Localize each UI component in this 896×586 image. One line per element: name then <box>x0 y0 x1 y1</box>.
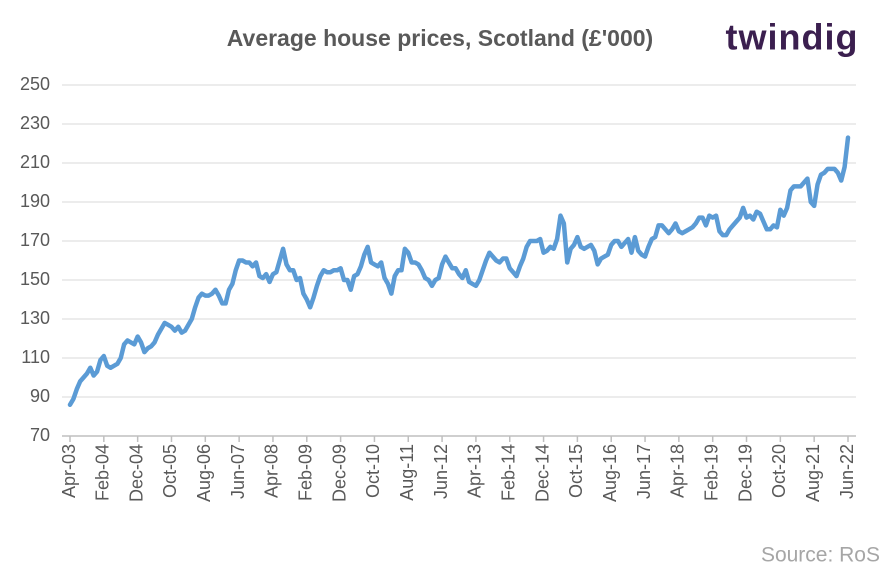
data-line <box>67 135 851 408</box>
source-note: Source: RoS <box>761 544 880 567</box>
y-tick-label: 130 <box>20 308 50 328</box>
x-tick-label: Dec-09 <box>329 444 349 502</box>
x-tick-label: Feb-14 <box>498 444 518 501</box>
y-tick-label: 210 <box>20 152 50 172</box>
x-tick-label: Feb-19 <box>701 444 721 501</box>
x-tick-label: Oct-05 <box>160 444 180 498</box>
x-tick-label: Oct-20 <box>769 444 789 498</box>
x-tick-label: Feb-04 <box>93 444 113 501</box>
x-tick-label: Jun-12 <box>431 444 451 499</box>
x-tick-label: Dec-19 <box>735 444 755 502</box>
y-tick-label: 150 <box>20 269 50 289</box>
y-tick-label: 250 <box>20 74 50 94</box>
x-tick-label: Apr-08 <box>262 444 282 498</box>
y-tick-label: 110 <box>21 347 50 367</box>
x-tick-label: Aug-16 <box>600 444 620 502</box>
x-tick-label: Oct-10 <box>363 444 383 498</box>
x-tick-label: Dec-04 <box>126 444 146 502</box>
x-tick-label: Jun-07 <box>228 444 248 499</box>
x-tick-label: Jun-22 <box>837 444 857 499</box>
y-tick-label: 170 <box>20 230 50 250</box>
x-tick-label: Apr-03 <box>59 444 79 498</box>
x-tick-label: Aug-06 <box>194 444 214 502</box>
logo: twindig <box>726 17 859 58</box>
y-tick-label: 230 <box>20 113 50 133</box>
x-tick-label: Oct-15 <box>566 444 586 498</box>
y-tick-label: 90 <box>30 386 50 406</box>
x-tick-label: Jun-17 <box>634 444 654 499</box>
x-tick-label: Apr-13 <box>465 444 485 498</box>
x-tick-label: Aug-11 <box>397 444 417 501</box>
x-tick-label: Apr-18 <box>668 444 688 498</box>
x-tick-label: Dec-14 <box>532 444 552 502</box>
chart-title: Average house prices, Scotland (£'000) <box>227 25 653 51</box>
x-tick-label: Feb-09 <box>296 444 316 501</box>
y-tick-label: 70 <box>30 425 50 445</box>
y-tick-label: 190 <box>20 191 50 211</box>
x-tick-label: Aug-21 <box>803 444 823 502</box>
